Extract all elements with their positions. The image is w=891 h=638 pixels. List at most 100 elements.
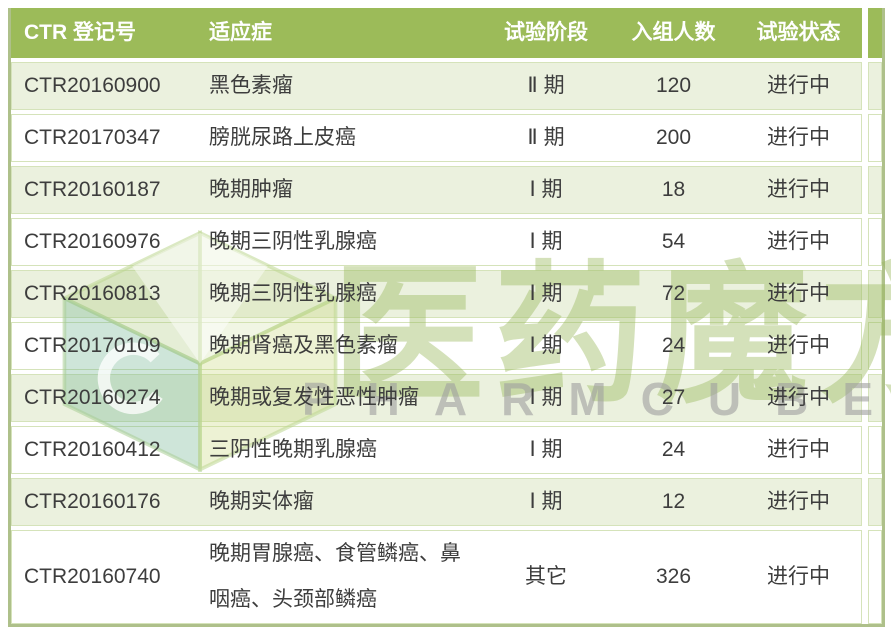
indication-cell: 晚期三阴性乳腺癌 — [197, 271, 481, 317]
table-header-row: CTR 登记号 适应症 试验阶段 入组人数 试验状态 — [11, 8, 882, 58]
indication-value: 晚期实体瘤 — [209, 490, 314, 513]
row-main: CTR20160740 晚期胃腺癌、食管鳞癌、鼻咽癌、头颈部鳞癌 其它 326 … — [11, 530, 862, 624]
status-cell: 进行中 — [736, 167, 861, 213]
row-main: CTR20160176 晚期实体瘤 Ⅰ 期 12 进行中 — [11, 478, 862, 526]
enrollment-value: 24 — [661, 334, 686, 357]
status-cell: 进行中 — [736, 479, 861, 525]
ctr-id-cell: CTR20160740 — [12, 554, 197, 600]
enrollment-value: 200 — [655, 126, 692, 149]
ctr-id-cell: CTR20170347 — [12, 115, 197, 161]
row-main: CTR20160900 黑色素瘤 Ⅱ 期 120 进行中 — [11, 62, 862, 110]
status-cell: 进行中 — [736, 375, 861, 421]
enrollment-cell: 72 — [611, 271, 736, 317]
enrollment-cell: 12 — [611, 479, 736, 525]
table-row: CTR20170109 晚期肾癌及黑色素瘤 Ⅰ 期 24 进行中 — [11, 322, 882, 370]
indication-value: 三阴性晚期乳腺癌 — [209, 438, 377, 461]
enrollment-value: 326 — [655, 565, 692, 588]
status-value: 进行中 — [767, 126, 830, 149]
enrollment-value: 12 — [661, 490, 686, 513]
row-accent-sliver — [868, 322, 882, 370]
ctr-id-cell: CTR20160274 — [12, 375, 197, 421]
header-indication: 适应症 — [197, 9, 481, 57]
ctr-id-cell: CTR20160976 — [12, 219, 197, 265]
table-row: CTR20160813 晚期三阴性乳腺癌 Ⅰ 期 72 进行中 — [11, 270, 882, 318]
row-main: CTR20160187 晚期肿瘤 Ⅰ 期 18 进行中 — [11, 166, 862, 214]
status-value: 进行中 — [767, 438, 830, 461]
row-accent-sliver — [868, 270, 882, 318]
ctr-id-cell: CTR20170109 — [12, 323, 197, 369]
enrollment-cell: 24 — [611, 323, 736, 369]
table-row: CTR20160187 晚期肿瘤 Ⅰ 期 18 进行中 — [11, 166, 882, 214]
table-row: CTR20160740 晚期胃腺癌、食管鳞癌、鼻咽癌、头颈部鳞癌 其它 326 … — [11, 530, 882, 624]
header-ctr-id-label: CTR 登记号 — [24, 21, 136, 44]
ctr-id-value: CTR20160976 — [24, 230, 161, 253]
enrollment-value: 18 — [661, 178, 686, 201]
row-accent-sliver — [868, 166, 882, 214]
status-cell: 进行中 — [736, 271, 861, 317]
clinical-trials-table: CTR 登记号 适应症 试验阶段 入组人数 试验状态 CTR20160900 黑… — [8, 8, 885, 627]
table-row: CTR20170347 膀胱尿路上皮癌 Ⅱ 期 200 进行中 — [11, 114, 882, 162]
phase-value: Ⅰ 期 — [529, 282, 563, 305]
ctr-id-value: CTR20160176 — [24, 490, 161, 513]
indication-value: 膀胱尿路上皮癌 — [209, 126, 356, 149]
header-ctr-id: CTR 登记号 — [12, 9, 197, 57]
row-accent-sliver — [868, 530, 882, 624]
status-cell: 进行中 — [736, 554, 861, 600]
status-value: 进行中 — [767, 74, 830, 97]
ctr-id-value: CTR20160813 — [24, 282, 161, 305]
status-cell: 进行中 — [736, 323, 861, 369]
phase-cell: Ⅰ 期 — [481, 375, 611, 421]
enrollment-value: 54 — [661, 230, 686, 253]
indication-value: 晚期肿瘤 — [209, 178, 293, 201]
phase-value: Ⅰ 期 — [529, 490, 563, 513]
ctr-id-cell: CTR20160412 — [12, 427, 197, 473]
phase-value: Ⅰ 期 — [529, 230, 563, 253]
ctr-id-value: CTR20170109 — [24, 334, 161, 357]
ctr-id-value: CTR20160740 — [24, 565, 161, 588]
indication-value: 晚期三阴性乳腺癌 — [209, 282, 377, 305]
phase-cell: Ⅰ 期 — [481, 427, 611, 473]
phase-cell: 其它 — [481, 554, 611, 600]
ctr-id-cell: CTR20160900 — [12, 63, 197, 109]
status-value: 进行中 — [767, 565, 830, 588]
row-main: CTR20160813 晚期三阴性乳腺癌 Ⅰ 期 72 进行中 — [11, 270, 862, 318]
status-cell: 进行中 — [736, 427, 861, 473]
header-enrollment-label: 入组人数 — [631, 21, 716, 44]
enrollment-value: 72 — [661, 282, 686, 305]
enrollment-cell: 200 — [611, 115, 736, 161]
row-accent-sliver — [868, 62, 882, 110]
indication-cell: 黑色素瘤 — [197, 63, 481, 109]
indication-cell: 晚期胃腺癌、食管鳞癌、鼻咽癌、头颈部鳞癌 — [197, 531, 481, 623]
status-value: 进行中 — [767, 178, 830, 201]
header-indication-label: 适应症 — [209, 21, 272, 44]
header-enrollment: 入组人数 — [611, 9, 736, 57]
indication-value: 晚期胃腺癌、食管鳞癌、鼻咽癌、头颈部鳞癌 — [209, 542, 461, 611]
indication-cell: 膀胱尿路上皮癌 — [197, 115, 481, 161]
row-accent-sliver — [868, 114, 882, 162]
enrollment-value: 120 — [655, 74, 692, 97]
phase-cell: Ⅱ 期 — [481, 63, 611, 109]
row-accent-sliver — [868, 426, 882, 474]
table-row: CTR20160412 三阴性晚期乳腺癌 Ⅰ 期 24 进行中 — [11, 426, 882, 474]
phase-cell: Ⅰ 期 — [481, 271, 611, 317]
status-value: 进行中 — [767, 230, 830, 253]
indication-cell: 晚期肾癌及黑色素瘤 — [197, 323, 481, 369]
enrollment-cell: 326 — [611, 554, 736, 600]
table-body: CTR20160900 黑色素瘤 Ⅱ 期 120 进行中 CTR20170347… — [11, 62, 882, 624]
indication-cell: 三阴性晚期乳腺癌 — [197, 427, 481, 473]
indication-value: 黑色素瘤 — [209, 74, 293, 97]
phase-cell: Ⅰ 期 — [481, 479, 611, 525]
phase-value: Ⅰ 期 — [529, 386, 563, 409]
enrollment-cell: 18 — [611, 167, 736, 213]
enrollment-cell: 27 — [611, 375, 736, 421]
table-row: CTR20160900 黑色素瘤 Ⅱ 期 120 进行中 — [11, 62, 882, 110]
ctr-id-value: CTR20160274 — [24, 386, 161, 409]
row-main: CTR20160274 晚期或复发性恶性肿瘤 Ⅰ 期 27 进行中 — [11, 374, 862, 422]
status-cell: 进行中 — [736, 63, 861, 109]
status-cell: 进行中 — [736, 115, 861, 161]
ctr-id-value: CTR20160187 — [24, 178, 161, 201]
phase-value: Ⅱ 期 — [527, 126, 565, 149]
status-value: 进行中 — [767, 386, 830, 409]
phase-value: Ⅰ 期 — [529, 178, 563, 201]
row-accent-sliver — [868, 478, 882, 526]
